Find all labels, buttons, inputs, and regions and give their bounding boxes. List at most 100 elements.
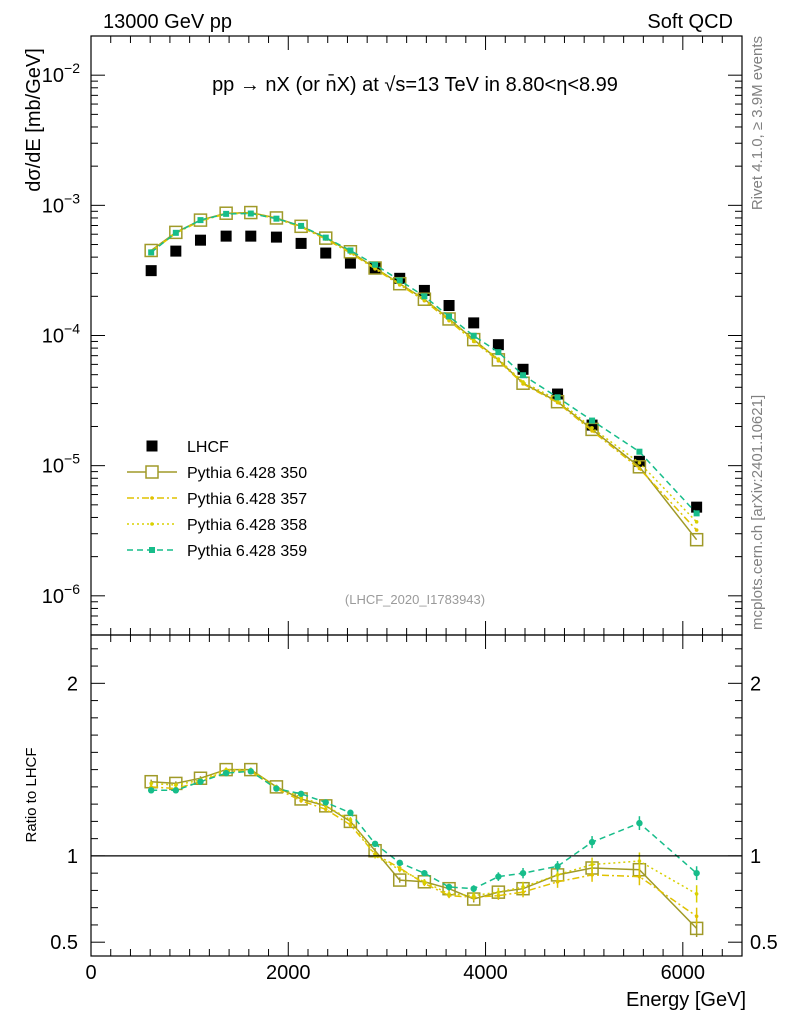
ratio-y-tick-label-right: 2 — [750, 673, 761, 695]
x-tick-label: 0 — [85, 962, 96, 984]
data-point-p350 — [169, 225, 183, 240]
ratio-series-p358 — [149, 767, 699, 903]
ratio-point-p359 — [273, 785, 280, 792]
data-point-lhcf — [468, 317, 480, 329]
main-title: pp → nX (or n̄X) at √s=13 TeV in 8.80<η<… — [212, 73, 618, 96]
ratio-point-p357 — [555, 879, 560, 884]
data-point-p357 — [590, 429, 594, 433]
main-y-tick-label: 10−5 — [42, 451, 80, 478]
legend-item-lhcf: LHCF — [146, 439, 229, 456]
data-point-p350 — [442, 312, 456, 326]
ratio-point-p359 — [396, 859, 403, 867]
ratio-point-p357 — [299, 798, 303, 803]
data-point-p359 — [172, 229, 179, 236]
header-energy: 13000 GeV pp — [103, 11, 232, 33]
data-point-p359 — [148, 249, 155, 256]
data-point-p358 — [521, 380, 525, 384]
ratio-series-p350 — [144, 762, 704, 938]
data-point-p359 — [554, 394, 561, 401]
data-point-lhcf — [418, 284, 430, 296]
data-point-p359 — [223, 210, 230, 217]
data-point-p359 — [273, 215, 280, 222]
series-line-p358 — [150, 212, 698, 523]
data-point-p350 — [343, 244, 358, 259]
ratio-point-p359 — [247, 768, 254, 775]
ratio-point-p358 — [447, 892, 451, 896]
data-point-p350 — [144, 243, 158, 258]
ratio-y-tick-label-left: 2 — [67, 673, 78, 695]
ratio-series-p357 — [149, 769, 699, 925]
ratio-point-p358 — [471, 893, 476, 898]
ratio-y-tick-label-left: 0.5 — [50, 932, 78, 954]
legend-marker-p358 — [150, 522, 154, 526]
ratio-y-axis-label: Ratio to LHCF — [23, 747, 40, 842]
data-point-p350 — [193, 213, 208, 227]
ratio-point-p358 — [694, 892, 699, 896]
ratio-point-p359 — [554, 863, 561, 870]
data-point-p357 — [637, 466, 642, 471]
legend-item-p359: Pythia 6.428 359 — [127, 543, 307, 560]
data-point-p359 — [322, 234, 329, 241]
data-point-lhcf — [295, 237, 307, 249]
data-point-lhcf — [245, 230, 257, 242]
ratio-point-p358 — [590, 862, 594, 867]
main-y-tick-label: 10−6 — [42, 581, 80, 608]
data-point-lhcf — [220, 230, 232, 242]
series-p357 — [149, 211, 699, 532]
x-tick-label: 6000 — [661, 962, 706, 984]
data-point-p358 — [637, 461, 642, 465]
ratio-point-p357 — [348, 823, 353, 827]
ratio-frame — [90, 634, 743, 957]
data-point-lhcf — [517, 363, 529, 375]
ratio-point-p358 — [555, 873, 560, 877]
legend-marker-p357 — [150, 496, 154, 500]
legend-label: Pythia 6.428 350 — [187, 465, 307, 482]
ratio-point-p359 — [347, 809, 354, 816]
ratio-line-p358 — [151, 768, 697, 897]
data-point-p359 — [396, 277, 403, 284]
data-point-lhcf — [443, 300, 455, 312]
data-point-p359 — [421, 293, 428, 300]
data-point-p350 — [244, 205, 258, 220]
ratio-point-p357 — [590, 873, 594, 877]
data-point-p359 — [693, 510, 700, 517]
legend-marker-lhcf — [146, 440, 158, 452]
ratio-y-tick-label-left: 1 — [67, 846, 78, 868]
data-point-p359 — [495, 349, 502, 356]
ratio-series-p359 — [147, 768, 700, 893]
main-y-tick-label: 10−2 — [42, 60, 80, 87]
data-point-p359 — [446, 313, 453, 320]
data-point-lhcf — [270, 231, 282, 243]
ratio-point-p359 — [322, 799, 329, 806]
data-point-p359 — [589, 417, 596, 424]
legend-label: LHCF — [187, 439, 229, 456]
data-point-lhcf — [552, 388, 564, 400]
data-point-p358 — [471, 338, 476, 343]
ratio-point-p358 — [174, 783, 178, 787]
ratio-point-p358 — [521, 885, 525, 889]
data-point-p350 — [294, 219, 308, 234]
ratio-point-p359 — [445, 883, 453, 891]
data-point-p359 — [470, 332, 477, 339]
ratio-point-p359 — [495, 873, 502, 880]
ratio-point-p359 — [371, 840, 379, 848]
analysis-watermark: (LHCF_2020_I1783943) — [345, 592, 485, 607]
ratio-point-p359 — [693, 869, 700, 877]
ratio-point-p358 — [149, 781, 153, 786]
data-point-p358 — [496, 357, 501, 361]
legend-item-p358: Pythia 6.428 358 — [127, 517, 307, 534]
data-point-p359 — [197, 217, 204, 224]
data-point-lhcf — [344, 257, 356, 269]
ratio-y-tick-label-right: 1 — [750, 846, 761, 868]
data-point-p359 — [298, 222, 305, 229]
data-point-p357 — [694, 528, 699, 532]
ratio-point-p350 — [269, 780, 284, 794]
ratio-y-tick-label-right: 0.5 — [750, 932, 778, 954]
main-y-axis-label: dσ/dE [mb/GeV] — [23, 48, 45, 192]
data-point-lhcf — [145, 265, 157, 277]
ratio-point-p359 — [421, 869, 428, 877]
data-point-p358 — [694, 520, 699, 524]
ratio-point-p359 — [470, 885, 477, 892]
ratio-panel: 2 2 1 1 0.5 0.5 0 2000 4000 6000 Ratio to LHCF En… — [23, 634, 778, 1011]
